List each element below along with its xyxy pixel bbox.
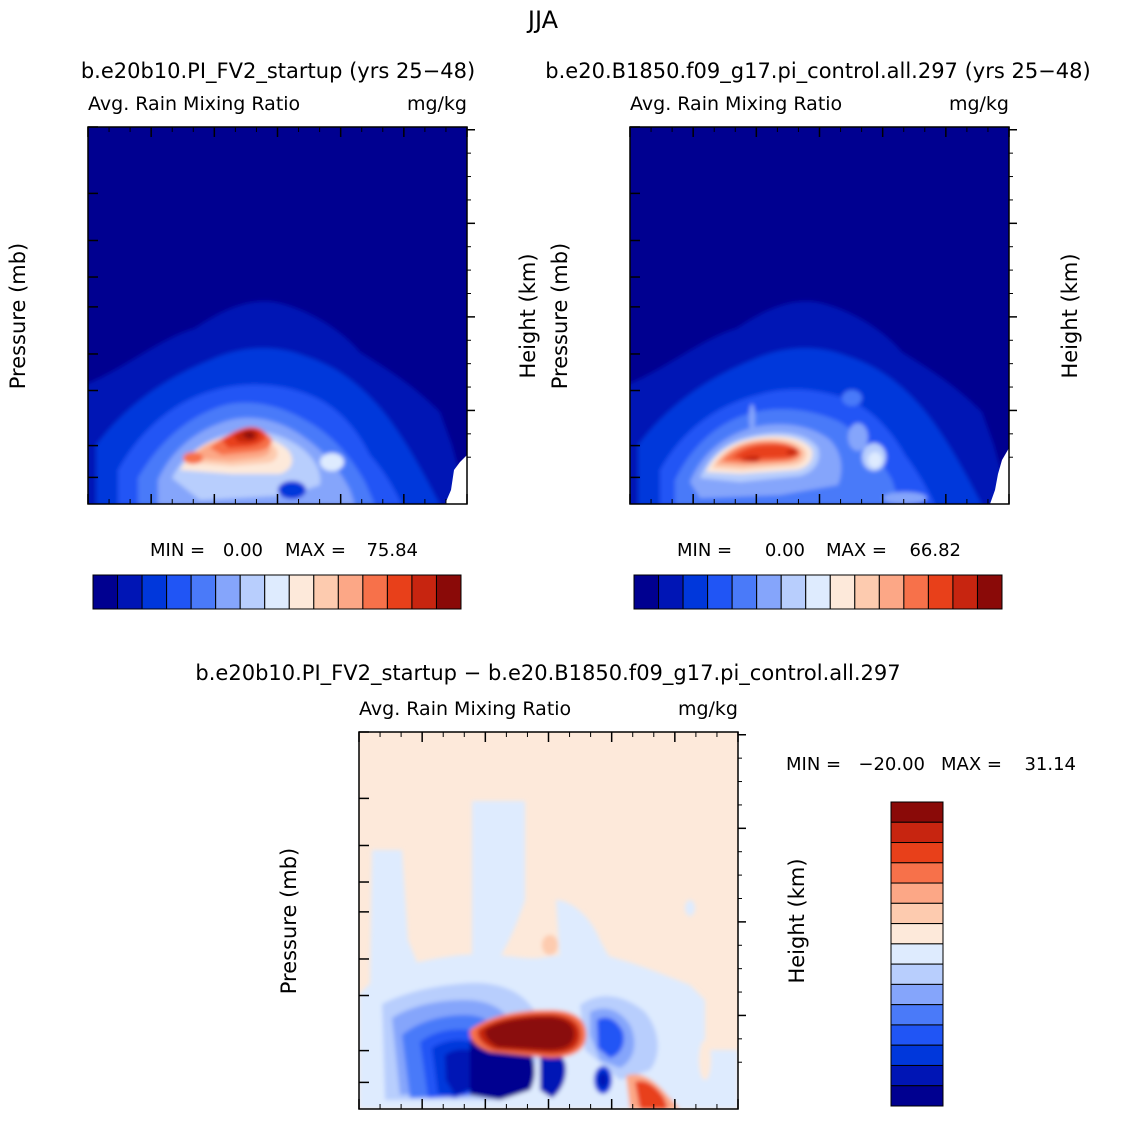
colorbar-swatch xyxy=(141,574,168,610)
panel-model-max-label: MAX = xyxy=(285,540,346,561)
colorbar-swatch xyxy=(952,574,978,610)
colorbar-swatch xyxy=(411,574,437,610)
panel-control-ylabel: Pressure (mb) xyxy=(548,243,572,390)
panel-model-colorbar xyxy=(92,574,462,610)
colorbar-swatch xyxy=(239,574,266,610)
panel-control-ylabel-right: Height (km) xyxy=(1058,253,1082,378)
panel-model-field xyxy=(88,127,467,504)
colorbar-swatch xyxy=(890,902,944,925)
colorbar-swatch xyxy=(976,574,1003,610)
panel-difference-min-label: MIN = xyxy=(786,754,841,775)
colorbar-swatch xyxy=(658,574,684,610)
colorbar-swatch xyxy=(117,574,143,610)
panel-control-variable-label: Avg. Rain Mixing Ratio xyxy=(630,93,842,115)
colorbar-swatch xyxy=(890,1024,944,1046)
colorbar-swatch xyxy=(731,574,758,610)
colorbar-swatch xyxy=(805,574,831,610)
panel-control-max-value: 66.82 xyxy=(909,540,961,561)
colorbar-swatch xyxy=(890,1044,944,1066)
colorbar-swatch xyxy=(215,574,241,610)
panel-difference-colorbar xyxy=(890,801,944,1107)
panel-model: Avg. Rain Mixing Ratio mg/kg xyxy=(6,93,540,610)
colorbar-swatch xyxy=(854,574,880,610)
colorbar-swatch xyxy=(166,574,192,610)
panel-difference: Avg. Rain Mixing Ratio mg/kg xyxy=(277,698,1076,1110)
colorbar-swatch xyxy=(92,574,119,610)
colorbar-swatch xyxy=(288,574,315,610)
left-panel-title: b.e20b10.PI_FV2_startup (yrs 25−48) xyxy=(81,59,475,84)
colorbar-swatch xyxy=(903,574,929,610)
colorbar-swatch xyxy=(435,574,462,610)
colorbar-swatch xyxy=(829,574,856,610)
panel-difference-field xyxy=(359,732,738,1109)
colorbar-swatch xyxy=(890,983,944,1006)
right-panel-title: b.e20.B1850.f09_g17.pi_control.all.297 (… xyxy=(545,59,1090,84)
colorbar-swatch xyxy=(313,574,339,610)
colorbar-swatch xyxy=(878,574,905,610)
panel-difference-variable-label: Avg. Rain Mixing Ratio xyxy=(359,698,571,720)
colorbar-swatch xyxy=(890,923,944,945)
panel-difference-max-value: 31.14 xyxy=(1024,754,1076,775)
panel-model-min-label: MIN = xyxy=(150,540,205,561)
colorbar-swatch xyxy=(890,862,944,884)
panel-model-ylabel-right: Height (km) xyxy=(516,253,540,378)
panel-control-units-label: mg/kg xyxy=(949,93,1009,115)
panel-model-variable-label: Avg. Rain Mixing Ratio xyxy=(88,93,300,115)
panel-model-ylabel: Pressure (mb) xyxy=(6,243,30,390)
panel-difference-units-label: mg/kg xyxy=(678,698,738,720)
panel-control: Avg. Rain Mixing Ratio mg/kg xyxy=(548,93,1082,610)
colorbar-swatch xyxy=(890,1004,944,1026)
colorbar-swatch xyxy=(386,574,413,610)
colorbar-swatch xyxy=(890,963,944,985)
panel-control-max-label: MAX = xyxy=(826,540,887,561)
panel-difference-ylabel-right: Height (km) xyxy=(785,858,809,983)
colorbar-swatch xyxy=(756,574,782,610)
panel-control-colorbar xyxy=(633,574,1003,610)
colorbar-swatch xyxy=(707,574,733,610)
panel-control-min-value: 0.00 xyxy=(765,540,805,561)
panel-model-min-value: 0.00 xyxy=(223,540,263,561)
colorbar-swatch xyxy=(890,801,944,823)
panel-model-units-label: mg/kg xyxy=(407,93,467,115)
colorbar-swatch xyxy=(780,574,807,610)
colorbar-swatch xyxy=(337,574,364,610)
colorbar-swatch xyxy=(362,574,388,610)
panel-difference-min-value: −20.00 xyxy=(858,754,925,775)
colorbar-swatch xyxy=(190,574,217,610)
panel-control-min-label: MIN = xyxy=(677,540,732,561)
panel-difference-max-label: MAX = xyxy=(941,754,1002,775)
panel-control-field xyxy=(630,127,1009,504)
colorbar-swatch xyxy=(264,574,290,610)
colorbar-swatch xyxy=(890,821,944,844)
diff-panel-title: b.e20b10.PI_FV2_startup − b.e20.B1850.f0… xyxy=(195,661,900,686)
colorbar-swatch xyxy=(890,842,944,864)
figure-title: JJA xyxy=(526,6,559,34)
panel-difference-ylabel: Pressure (mb) xyxy=(277,848,301,995)
colorbar-swatch xyxy=(890,943,944,965)
colorbar-swatch xyxy=(890,1085,944,1107)
colorbar-swatch xyxy=(633,574,660,610)
panel-model-max-value: 75.84 xyxy=(366,540,418,561)
colorbar-swatch xyxy=(682,574,709,610)
colorbar-swatch xyxy=(927,574,954,610)
colorbar-swatch xyxy=(890,1064,944,1087)
colorbar-swatch xyxy=(890,882,944,904)
